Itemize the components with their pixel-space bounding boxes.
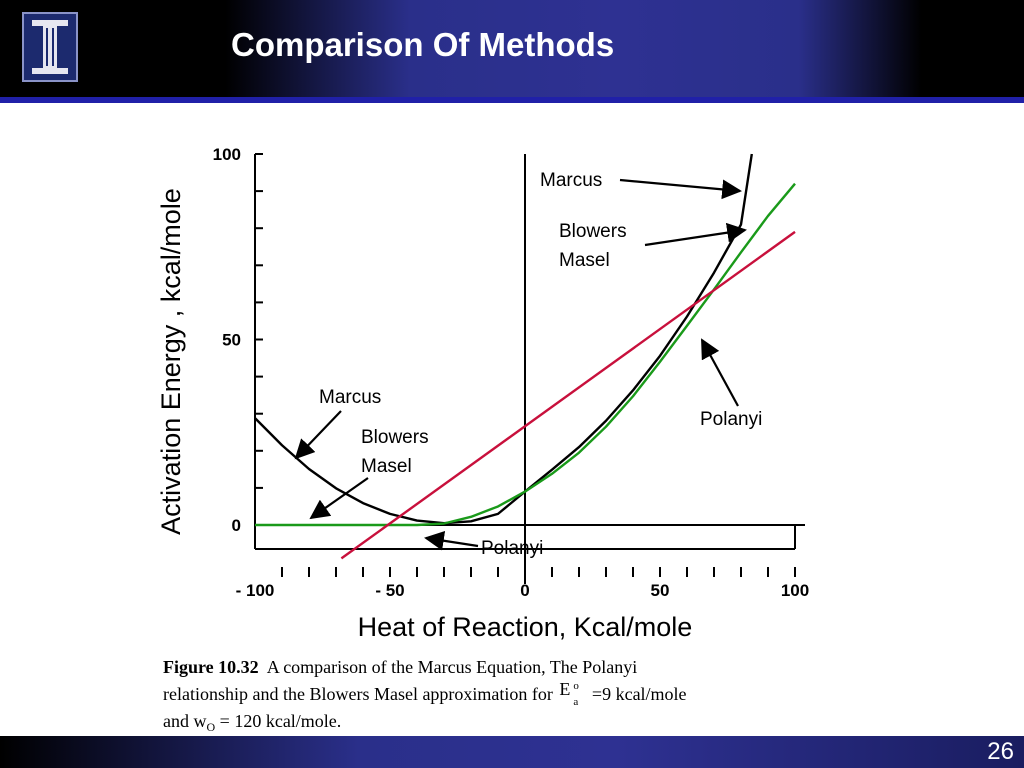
annotation-label: Polanyi — [481, 538, 543, 559]
logo-graphic — [32, 20, 68, 74]
caption-line2: relationship and the Blowers Masel appro… — [163, 684, 553, 704]
slide-header — [0, 0, 1024, 97]
annotation-label: Blowers — [559, 221, 627, 242]
illinois-logo-icon — [22, 12, 78, 82]
x-tick-label: - 100 — [236, 581, 275, 600]
annotation-label: Marcus — [540, 170, 602, 191]
annotation-label: Blowers — [361, 427, 429, 448]
annotation-arrow — [644, 222, 747, 247]
y-tick-label: 0 — [232, 516, 241, 535]
figure-caption: Figure 10.32 A comparison of the Marcus … — [163, 654, 843, 741]
annotation-arrow — [619, 178, 742, 200]
x-tick-label: 50 — [651, 581, 670, 600]
x-axis-title: Heat of Reaction, Kcal/mole — [358, 612, 693, 642]
x-tick-label: - 50 — [375, 581, 404, 600]
slide-title: Comparison Of Methods — [231, 26, 615, 63]
annotation-label: Polanyi — [700, 409, 762, 430]
w-value: = 120 kcal/mole. — [215, 711, 342, 731]
series-line-blowers-masel — [255, 182, 796, 527]
series-line-polanyi — [340, 230, 796, 560]
annotation-arrow — [701, 338, 739, 407]
y-tick-label: 50 — [222, 331, 241, 350]
annotation-arrow — [309, 477, 369, 520]
chart: 0 50 100 - 100 - 50 0 50 100 Heat of Reaction, K… — [156, 145, 809, 642]
annotation-arrow — [294, 410, 342, 460]
x-tick-label: 100 — [781, 581, 809, 600]
annotation-label: Masel — [361, 456, 412, 477]
series-line-marcus — [254, 153, 753, 525]
caption-line1: A comparison of the Marcus Equation, The… — [266, 657, 638, 677]
annotation-arrow — [424, 530, 479, 551]
slide-footer — [0, 736, 1024, 768]
annotation-label: Masel — [559, 250, 610, 271]
page-number: 26 — [987, 738, 1014, 765]
y-axis-title: Activation Energy , kcal/mole — [156, 188, 186, 535]
caption-and: and w — [163, 711, 207, 731]
figure-label: Figure 10.32 — [163, 657, 259, 677]
ea-value: =9 kcal/mole — [591, 684, 687, 704]
annotation-label: Marcus — [319, 387, 381, 408]
header-rule — [0, 97, 1024, 103]
w-subscript: O — [206, 720, 216, 734]
y-tick-label: 100 — [213, 145, 241, 164]
x-tick-label: 0 — [520, 581, 529, 600]
